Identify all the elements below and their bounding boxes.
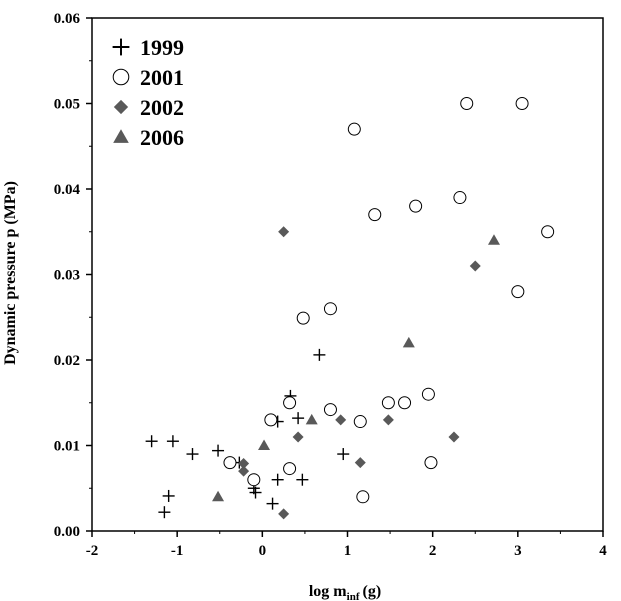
y-axis-label: Dynamic pressure p (MPa) — [2, 181, 19, 365]
legend-label: 2001 — [140, 65, 184, 90]
data-point-plus — [296, 473, 309, 486]
data-point-diamond — [238, 465, 250, 477]
data-point-diamond — [469, 260, 481, 272]
legend-marker-diamond — [113, 99, 129, 115]
y-tick-label: 0.01 — [54, 439, 80, 455]
data-point-plus — [337, 448, 350, 461]
data-point-plus — [145, 435, 158, 448]
x-tick-label: -2 — [86, 543, 99, 559]
data-point-circle — [453, 191, 467, 205]
data-point-triangle — [487, 234, 500, 245]
data-point-triangle — [258, 439, 271, 450]
y-tick-label: 0.05 — [54, 97, 80, 113]
data-point-circle — [541, 225, 555, 239]
data-point-circle — [460, 97, 474, 110]
data-point-plus — [249, 486, 262, 499]
data-point-diamond — [278, 226, 290, 238]
data-point-diamond — [238, 457, 250, 469]
data-point-plus — [292, 412, 305, 425]
x-tick-label: 3 — [514, 543, 522, 559]
x-axis-label: log minf (g) — [309, 583, 381, 601]
data-point-circle — [356, 490, 370, 504]
data-point-plus — [266, 497, 279, 510]
data-point-circle — [283, 462, 297, 476]
legend-label: 1999 — [140, 35, 184, 60]
data-point-diamond — [292, 431, 304, 443]
legend: 1999 2001 2002 2006 — [112, 35, 184, 150]
legend-marker-circle — [112, 68, 130, 86]
data-point-circle — [264, 413, 278, 427]
data-point-triangle — [402, 336, 415, 348]
series-2002 — [238, 226, 481, 520]
data-points — [145, 97, 555, 520]
series-1999 — [145, 348, 350, 519]
data-point-circle — [424, 456, 438, 470]
data-point-circle — [323, 302, 337, 316]
data-point-circle — [353, 415, 367, 429]
series-2001 — [223, 97, 555, 504]
x-tick-label: 4 — [599, 543, 607, 559]
data-point-diamond — [448, 431, 460, 443]
data-point-circle — [223, 456, 237, 470]
y-tick-label: 0.00 — [54, 524, 80, 540]
y-tick-label: 0.06 — [54, 11, 81, 27]
data-point-plus — [212, 444, 225, 457]
data-point-circle — [515, 97, 529, 110]
data-point-circle — [347, 122, 361, 136]
data-point-circle — [323, 403, 337, 417]
data-point-diamond — [354, 457, 366, 469]
data-point-circle — [421, 387, 435, 401]
ticks: -2 -1 0 1 2 3 4 0.00 0.01 0.02 0.03 0.04 0.05 0.06 — [54, 11, 608, 559]
legend-marker-plus — [112, 38, 130, 56]
data-point-circle — [247, 473, 261, 487]
data-point-plus — [166, 435, 179, 448]
data-point-circle — [511, 285, 525, 299]
data-point-circle — [368, 208, 382, 222]
x-tick-label: -1 — [171, 543, 184, 559]
data-point-circle — [283, 396, 297, 410]
data-point-triangle — [305, 413, 318, 425]
data-point-diamond — [382, 414, 394, 426]
legend-label: 2002 — [140, 95, 184, 120]
x-tick-label: 1 — [344, 543, 352, 559]
data-point-plus — [271, 473, 284, 486]
y-tick-label: 0.03 — [54, 268, 80, 284]
data-point-plus — [162, 489, 175, 502]
data-point-diamond — [335, 414, 347, 426]
data-point-circle — [296, 311, 310, 325]
legend-marker-triangle — [113, 129, 129, 143]
data-point-plus — [186, 448, 199, 461]
data-point-triangle — [212, 490, 225, 502]
data-point-circle — [381, 396, 395, 410]
data-point-circle — [409, 199, 423, 213]
x-tick-label: 0 — [259, 543, 267, 559]
legend-label: 2006 — [140, 125, 184, 150]
data-point-diamond — [278, 508, 290, 520]
data-point-plus — [158, 506, 171, 519]
x-tick-label: 2 — [429, 543, 437, 559]
series-2006 — [212, 234, 500, 502]
data-point-plus — [313, 348, 326, 361]
y-tick-label: 0.02 — [54, 353, 80, 369]
data-point-circle — [398, 396, 412, 410]
y-tick-label: 0.04 — [54, 182, 81, 198]
